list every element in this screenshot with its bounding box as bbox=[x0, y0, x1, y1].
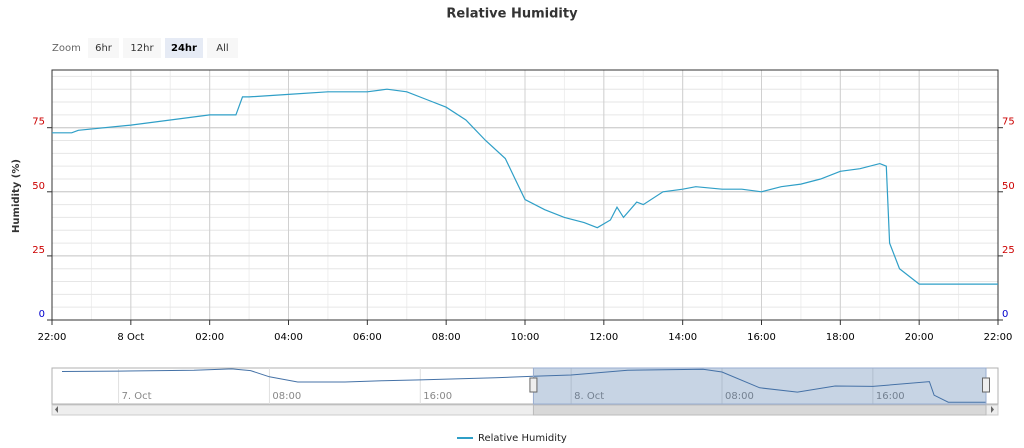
navigator-handle[interactable] bbox=[529, 377, 538, 393]
y-tick-label-right: 0 bbox=[1002, 309, 1008, 320]
y-tick-label: 50 bbox=[32, 181, 45, 192]
zoom-button-label[interactable]: 24hr bbox=[171, 43, 197, 54]
legend-label: Relative Humidity bbox=[478, 433, 567, 444]
scrollbar-arrow-right[interactable] bbox=[991, 406, 994, 413]
y-tick-label-right: 50 bbox=[1002, 181, 1015, 192]
x-tick-label: 16:00 bbox=[747, 332, 776, 343]
scrollbar-arrow-left[interactable] bbox=[55, 406, 58, 413]
navigator-selection[interactable] bbox=[532, 367, 987, 405]
zoom-button-label[interactable]: 12hr bbox=[130, 43, 154, 54]
zoom-button[interactable] bbox=[88, 38, 119, 58]
x-tick-label: 04:00 bbox=[274, 332, 303, 343]
y-tick-label: 75 bbox=[32, 117, 45, 128]
scrollbar-thumb[interactable] bbox=[532, 404, 987, 416]
x-tick-label: 06:00 bbox=[353, 332, 382, 343]
navigator-tick-label: 08:00 bbox=[272, 391, 301, 402]
y-tick-label-right: 25 bbox=[1002, 245, 1015, 256]
x-tick-label: 20:00 bbox=[905, 332, 934, 343]
x-tick-label: 8 Oct bbox=[117, 332, 144, 343]
zoom-button[interactable] bbox=[207, 38, 238, 58]
chart-title: Relative Humidity bbox=[446, 7, 578, 22]
zoom-button[interactable] bbox=[165, 38, 203, 58]
navigator-handle[interactable] bbox=[982, 377, 990, 393]
x-tick-label: 18:00 bbox=[826, 332, 855, 343]
navigator-tick-label: 16:00 bbox=[876, 391, 905, 402]
series-line bbox=[52, 88, 998, 285]
y-tick-label-right: 75 bbox=[1002, 117, 1015, 128]
y-tick-label: 0 bbox=[39, 309, 45, 320]
navigator-tick-label: 7. Oct bbox=[122, 391, 152, 402]
x-tick-label: 12:00 bbox=[589, 332, 618, 343]
x-tick-label: 02:00 bbox=[195, 332, 224, 343]
scrollbar-track bbox=[51, 404, 999, 416]
navigator-tick-label: 08:00 bbox=[725, 391, 754, 402]
x-tick-label: 14:00 bbox=[668, 332, 697, 343]
zoom-label: Zoom bbox=[52, 43, 81, 54]
navigator-tick-label: 16:00 bbox=[423, 391, 452, 402]
x-tick-label: 10:00 bbox=[511, 332, 540, 343]
x-tick-label: 22:00 bbox=[984, 332, 1013, 343]
zoom-button[interactable] bbox=[123, 38, 161, 58]
x-tick-label: 22:00 bbox=[38, 332, 67, 343]
navigator-line bbox=[61, 368, 986, 403]
y-tick-label: 25 bbox=[32, 245, 45, 256]
x-tick-label: 08:00 bbox=[432, 332, 461, 343]
plot-border bbox=[51, 69, 999, 321]
y-axis-label: Humidity (%) bbox=[11, 159, 22, 233]
zoom-button-label[interactable]: All bbox=[216, 43, 228, 54]
zoom-button-label[interactable]: 6hr bbox=[95, 43, 113, 54]
navigator-tick-label: 8. Oct bbox=[574, 391, 604, 402]
